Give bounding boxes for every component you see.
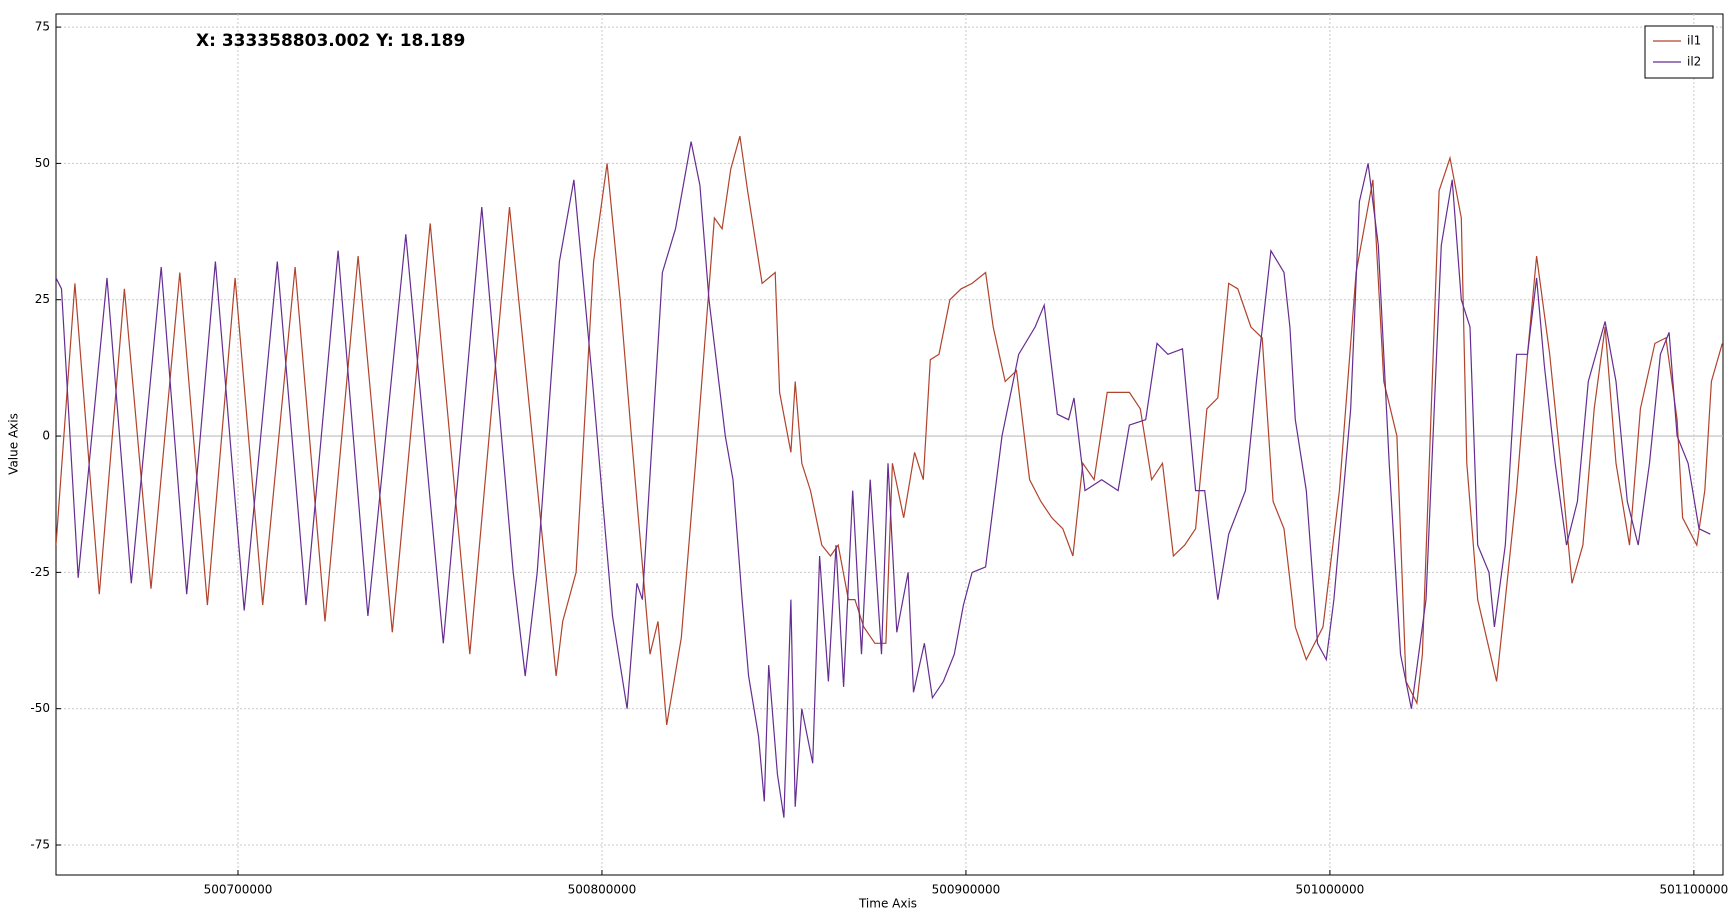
x-axis-label: Time Axis [858,897,917,911]
y-tick-label: 75 [35,20,50,34]
y-tick-label: 0 [42,429,50,443]
y-tick-label: -25 [30,565,50,579]
x-tick-label: 501000000 [1296,883,1365,897]
y-tick-label: -75 [30,838,50,852]
x-tick-label: 500800000 [568,883,637,897]
series-line [56,135,1723,726]
y-tick-label: 25 [35,292,50,306]
legend-box [1644,25,1714,79]
x-tick-label: 501100000 [1660,883,1729,897]
legend: il1 il2 [1644,25,1714,79]
x-tick-label: 500900000 [932,883,1001,897]
y-axis-label: Value Axis [7,413,21,475]
y-tick-label: 50 [35,156,50,170]
x-tick-label: 500700000 [204,883,273,897]
y-tick-label: -50 [30,701,50,715]
cursor-readout: X: 333358803.002 Y: 18.189 [196,31,465,51]
legend-label: il2 [1687,55,1701,69]
series-line [56,141,1711,818]
legend-label: il1 [1687,34,1701,48]
plot-area [55,13,1724,876]
